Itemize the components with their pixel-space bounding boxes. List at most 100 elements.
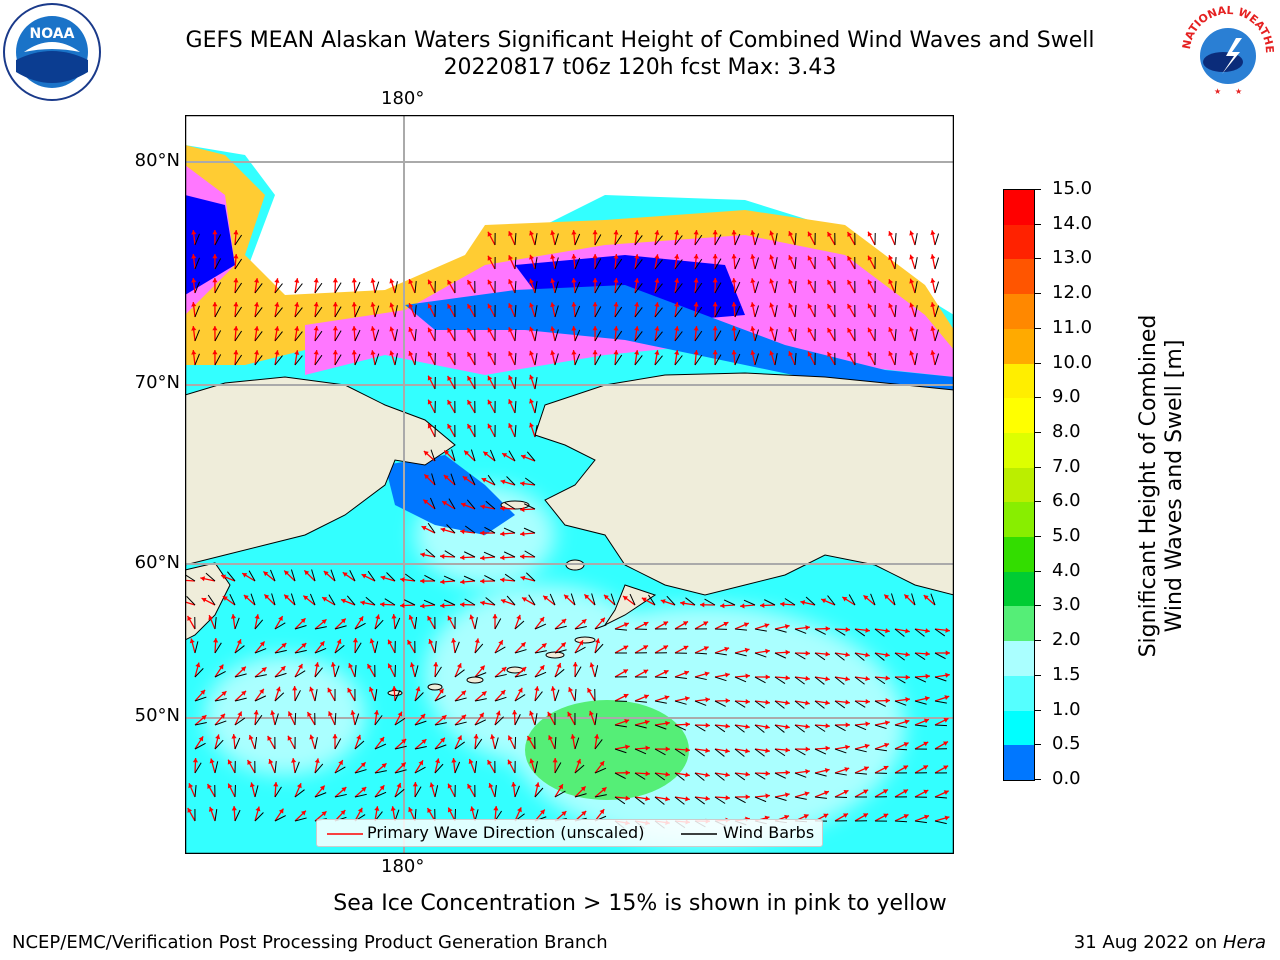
- wave-arrow-head: [663, 670, 669, 675]
- wind-barb: [704, 598, 716, 606]
- wave-arrow-head: [187, 807, 193, 813]
- wave-arrow-head: [221, 691, 227, 697]
- wave-arrow-head: [683, 645, 689, 651]
- wind-barb: [674, 259, 683, 270]
- wind-barb: [734, 233, 741, 246]
- wind-barb: [274, 355, 283, 366]
- wave-arrow-head: [529, 710, 534, 716]
- wind-barb: [794, 233, 797, 246]
- wind-barb: [827, 595, 836, 606]
- wind-barb: [714, 772, 725, 781]
- wave-arrow-head: [511, 782, 517, 787]
- wave-arrow-head: [663, 621, 669, 627]
- wave-arrow-head: [379, 785, 385, 791]
- wave-arrow-head: [201, 715, 207, 720]
- wave-arrow-head: [634, 278, 640, 283]
- footer-machine: Hera: [1222, 932, 1266, 953]
- wind-barb: [874, 676, 886, 685]
- wave-arrow-head: [389, 278, 395, 284]
- wave-arrow-head: [930, 278, 936, 283]
- wind-barb: [734, 676, 747, 683]
- wave-arrow-head: [769, 230, 775, 236]
- wave-arrow-head: [480, 504, 486, 510]
- wind-barb: [254, 695, 267, 702]
- wind-barb: [234, 617, 240, 630]
- wind-barb: [634, 748, 647, 755]
- wave-arrow-head: [480, 530, 485, 536]
- wave-arrow-head: [374, 806, 380, 811]
- wind-barb: [594, 713, 598, 726]
- wind-barb: [794, 305, 797, 318]
- colorbar-tick-label: 3.0: [1052, 594, 1081, 616]
- wave-arrow-head: [863, 813, 869, 818]
- wind-barb: [754, 676, 766, 684]
- wind-barb: [404, 573, 416, 582]
- wave-arrow-head: [319, 641, 325, 647]
- wave-arrow-head: [712, 254, 718, 259]
- wind-barb: [254, 283, 263, 294]
- wave-arrow-head: [827, 351, 832, 357]
- wave-arrow-head: [307, 712, 312, 718]
- wind-barb: [503, 551, 516, 558]
- wave-arrow-head: [218, 664, 224, 670]
- wind-barb: [374, 305, 380, 318]
- wave-arrow-head: [360, 600, 366, 606]
- wave-arrow-head: [882, 789, 888, 794]
- wind-barb: [494, 673, 507, 678]
- colorbar-tick-label: 4.0: [1052, 559, 1081, 581]
- wave-arrow-head: [865, 698, 870, 705]
- wave-arrow-head: [625, 795, 630, 801]
- wind-barb: [446, 524, 456, 534]
- wind-barb: [614, 796, 626, 805]
- wind-barb: [654, 307, 663, 318]
- wind-barb: [614, 354, 623, 366]
- wind-barb: [854, 676, 865, 685]
- wave-arrow-head: [467, 303, 472, 309]
- wind-barb: [734, 724, 745, 733]
- wind-barb: [234, 717, 246, 726]
- wave-arrow-head: [294, 350, 300, 355]
- wave-arrow-head: [693, 350, 699, 355]
- wave-arrow-head: [529, 254, 535, 260]
- wind-barb: [934, 305, 940, 318]
- wave-arrow-head: [255, 806, 261, 812]
- wind-barb: [365, 596, 376, 606]
- wind-barb: [934, 700, 947, 704]
- colorbar-tick-mark: [1034, 258, 1041, 260]
- wave-arrow-head: [570, 734, 576, 739]
- wave-arrow-head: [254, 302, 260, 307]
- wind-barb: [774, 257, 778, 270]
- wave-arrow-head: [743, 622, 749, 628]
- wind-barb: [714, 676, 727, 682]
- wind-barb: [431, 473, 436, 486]
- wind-barb: [674, 283, 683, 294]
- wave-arrow-head: [420, 578, 425, 584]
- wave-arrow-head: [408, 807, 414, 813]
- wind-barb: [694, 234, 703, 246]
- wind-barb: [534, 281, 538, 294]
- wind-barb: [354, 305, 361, 318]
- wave-arrow-head: [233, 302, 239, 307]
- wind-barb: [254, 737, 258, 750]
- wind-barb: [334, 665, 340, 678]
- wind-barb: [374, 281, 380, 294]
- wave-arrow-head: [944, 815, 950, 821]
- wave-arrow-head: [684, 670, 689, 676]
- wave-arrow-head: [259, 641, 265, 647]
- wave-arrow-head: [788, 231, 794, 237]
- wave-arrow-head: [863, 595, 869, 601]
- colorbar-segment: [1004, 259, 1034, 295]
- wave-arrow-head: [548, 735, 553, 741]
- wave-arrow-head: [447, 783, 453, 789]
- wave-arrow-head: [462, 476, 468, 481]
- wave-arrow-head: [592, 254, 598, 259]
- wave-arrow-head: [805, 675, 810, 682]
- wind-barb: [574, 793, 587, 798]
- wind-barb: [554, 790, 566, 798]
- wind-barb: [194, 722, 207, 726]
- wave-arrow-head: [467, 279, 472, 285]
- wind-barb: [374, 689, 378, 702]
- land-siberia: [185, 376, 456, 566]
- wind-barb: [274, 283, 283, 294]
- wind-barb: [554, 649, 567, 654]
